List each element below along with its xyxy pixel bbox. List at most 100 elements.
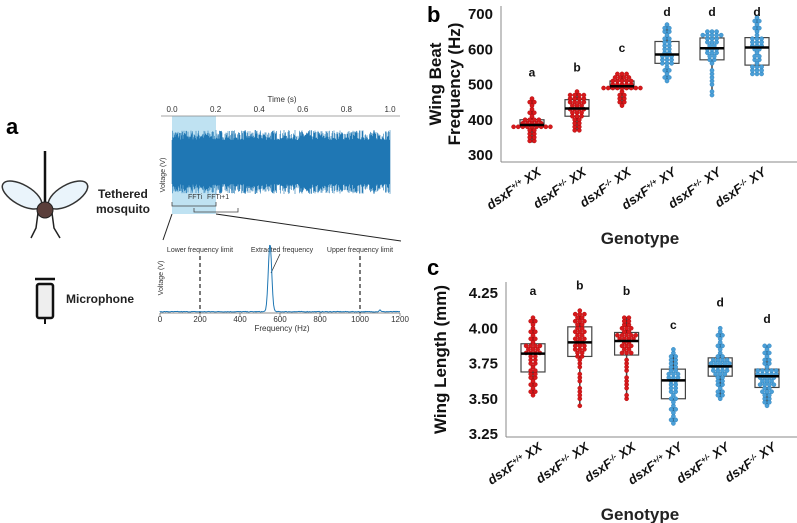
data-point: [579, 110, 584, 115]
frequency-tick-label: 600: [273, 315, 287, 324]
data-point: [759, 64, 764, 70]
data-point: [582, 329, 587, 335]
data-point: [628, 343, 634, 349]
data-point: [626, 329, 632, 335]
data-point: [760, 368, 765, 373]
data-point: [582, 318, 587, 324]
data-point: [530, 364, 536, 370]
data-point: [662, 25, 668, 31]
data-point: [671, 371, 676, 377]
significance-letter: c: [670, 318, 677, 332]
data-point: [572, 92, 578, 98]
data-point: [715, 389, 721, 395]
data-point: [532, 110, 537, 115]
data-point: [673, 417, 679, 423]
data-point: [527, 128, 533, 133]
data-point: [769, 368, 774, 373]
data-point: [628, 325, 634, 331]
data-point: [572, 329, 578, 335]
significance-letter: a: [529, 66, 536, 80]
data-point: [529, 103, 535, 108]
data-point: [754, 15, 760, 20]
fft-i-label: FFTi: [188, 194, 203, 201]
data-point: [762, 357, 768, 363]
data-point: [622, 347, 627, 352]
data-point: [760, 378, 765, 384]
data-point: [624, 375, 629, 380]
time-tick-label: 0.0: [166, 105, 178, 114]
data-point: [767, 357, 772, 363]
data-point: [752, 25, 758, 31]
data-point: [624, 325, 629, 331]
data-point: [579, 332, 585, 338]
data-point: [619, 332, 625, 338]
data-point: [752, 54, 758, 59]
data-point: [667, 68, 672, 73]
data-point: [619, 78, 625, 84]
data-point: [622, 92, 627, 98]
data-point: [711, 357, 716, 363]
data-point: [709, 29, 715, 34]
box-group: d dsxF-/- XY: [722, 312, 780, 485]
data-point: [771, 382, 777, 387]
data-point: [638, 85, 643, 91]
y-tick-label: 300: [468, 147, 493, 164]
data-point: [664, 78, 670, 84]
data-point: [523, 343, 529, 349]
data-point: [668, 396, 674, 402]
data-point: [605, 85, 611, 91]
data-point: [601, 85, 606, 91]
data-point: [617, 75, 623, 80]
data-point: [572, 318, 578, 324]
voltage-trace: [171, 130, 391, 194]
spectrum-trace: [159, 244, 401, 313]
data-point: [705, 29, 710, 34]
frequency-tick-label: 0: [158, 315, 163, 324]
spectrum-voltage-label: Voltage (V): [158, 261, 165, 296]
data-point: [675, 371, 681, 377]
data-point: [572, 117, 578, 123]
data-point: [577, 308, 583, 313]
data-point: [619, 71, 625, 77]
data-point: [582, 343, 587, 349]
data-point: [626, 347, 632, 352]
data-point: [532, 99, 537, 105]
data-point: [574, 89, 580, 94]
data-point: [715, 354, 721, 359]
data-point: [667, 36, 672, 41]
data-point: [526, 347, 531, 352]
data-point: [619, 103, 625, 108]
data-point: [662, 75, 668, 80]
data-point: [662, 68, 668, 73]
data-point: [764, 403, 770, 409]
data-point: [624, 332, 629, 338]
data-point: [572, 311, 578, 317]
data-point: [718, 32, 724, 38]
tethered-label: Tethered: [98, 187, 148, 201]
fft-i1-label: FFTi+1: [207, 194, 229, 201]
data-point: [762, 343, 768, 349]
y-tick-label: 700: [468, 6, 493, 23]
data-point: [532, 128, 537, 133]
data-point: [709, 61, 715, 66]
data-point: [671, 421, 676, 426]
significance-letter: d: [763, 312, 770, 326]
frequency-tick-label: 1000: [351, 315, 369, 324]
data-point: [577, 343, 583, 349]
data-point: [757, 54, 762, 59]
data-point: [522, 117, 528, 123]
data-point: [764, 347, 770, 352]
data-point: [567, 92, 573, 98]
data-point: [533, 336, 538, 342]
data-point: [754, 29, 760, 34]
data-point: [755, 368, 761, 373]
panel-label-a: a: [6, 114, 19, 139]
data-point: [667, 75, 672, 80]
data-point: [712, 54, 717, 59]
data-point: [536, 117, 542, 123]
data-point: [612, 75, 618, 80]
data-point: [530, 322, 536, 328]
wing-beat-frequency-chart: 300 400 500 600 700 Wing Beat Frequency (Hz) Ge…: [426, 5, 797, 248]
